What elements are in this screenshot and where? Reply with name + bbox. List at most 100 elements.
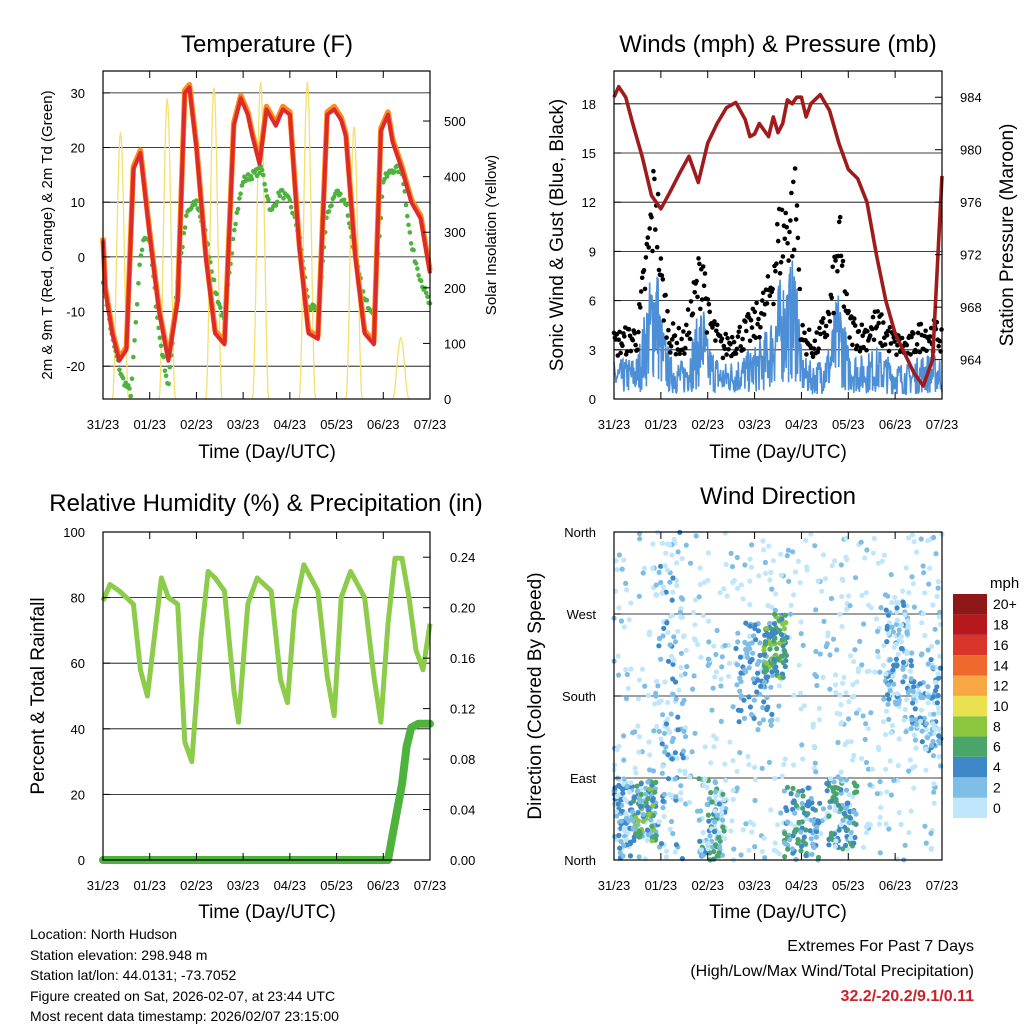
gust-point [852, 316, 857, 321]
dewpoint-point [161, 354, 166, 360]
direction-point [814, 824, 820, 830]
direction-point [931, 781, 937, 787]
direction-point [883, 607, 889, 613]
direction-point [833, 838, 839, 844]
direction-point [766, 759, 773, 766]
gust-point [777, 271, 783, 276]
direction-point [875, 648, 881, 655]
gust-point [712, 319, 717, 324]
direction-point [681, 633, 687, 639]
direction-point [881, 552, 888, 558]
direction-point [936, 710, 942, 716]
direction-point [661, 791, 667, 798]
direction-point [692, 730, 698, 736]
direction-point [803, 852, 809, 859]
direction-point [716, 835, 722, 841]
direction-point [653, 779, 659, 786]
x-tick-label: 06/23 [367, 417, 400, 432]
direction-point [843, 777, 850, 783]
direction-point [680, 596, 686, 602]
x-tick-label: 05/23 [320, 878, 353, 893]
gust-point [771, 301, 776, 307]
direction-point [637, 798, 643, 805]
direction-point [722, 642, 728, 649]
direction-point [704, 784, 710, 790]
direction-point [702, 776, 708, 782]
gust-point [684, 322, 689, 328]
gust-point [859, 322, 865, 328]
direction-point [640, 818, 646, 824]
extremes-values: 32.2/-20.2/9.1/0.11 [840, 988, 974, 1005]
gust-point [887, 325, 893, 330]
gust-point [741, 347, 746, 352]
direction-point [653, 690, 659, 697]
gust-point [760, 298, 765, 303]
gust-point [824, 333, 830, 338]
direction-point [835, 739, 841, 746]
direction-point [670, 691, 676, 697]
colorbar-label: 4 [993, 759, 1001, 775]
direction-point [689, 749, 695, 755]
direction-point [798, 829, 804, 835]
direction-point [884, 623, 890, 630]
direction-point [863, 824, 870, 830]
direction-point [662, 563, 668, 569]
direction-point [878, 805, 884, 811]
colorbar-swatch [953, 797, 987, 818]
station-location: Location: North Hudson [30, 926, 178, 942]
gust-point [915, 330, 921, 336]
direction-point [702, 744, 708, 750]
direction-point [843, 787, 850, 793]
direction-point [743, 646, 749, 653]
dewpoint-point [232, 227, 237, 233]
direction-point [827, 804, 833, 811]
direction-point [841, 810, 847, 817]
direction-point [628, 600, 634, 606]
direction-point [670, 589, 676, 595]
dewpoint-point [344, 202, 350, 208]
direction-point [644, 803, 650, 810]
gust-point [757, 334, 762, 340]
direction-point [705, 840, 711, 847]
direction-point [775, 656, 781, 662]
direction-point [746, 762, 752, 768]
gust-point [682, 351, 687, 356]
direction-point [706, 639, 712, 645]
direction-point [815, 854, 822, 861]
direction-point [769, 586, 775, 592]
gust-point [697, 261, 702, 267]
gust-point [670, 321, 676, 326]
y-tick-label: North [564, 853, 596, 868]
temperature-solar-series [111, 82, 410, 400]
gust-point [688, 299, 694, 304]
direction-point [676, 687, 682, 693]
direction-point [672, 776, 679, 782]
direction-point [631, 795, 638, 801]
y-tick-label: -20 [66, 359, 85, 374]
dewpoint-point [392, 169, 397, 174]
direction-point [687, 560, 694, 566]
gust-point [791, 179, 796, 185]
direction-point [768, 684, 774, 690]
direction-point [851, 820, 857, 826]
direction-point [885, 682, 892, 688]
direction-point [654, 723, 660, 730]
direction-point [704, 801, 710, 808]
gust-point [638, 305, 643, 310]
direction-point [719, 654, 725, 660]
dewpoint-point [249, 176, 255, 182]
temperature-xlabel: Time (Day/UTC) [198, 442, 336, 463]
direction-point [680, 748, 687, 754]
direction-point [767, 621, 773, 627]
direction-point [930, 721, 936, 727]
dewpoint-point [131, 354, 136, 360]
direction-point [908, 808, 914, 814]
direction-point [923, 840, 929, 846]
direction-point [651, 834, 657, 840]
direction-point [707, 850, 713, 856]
gust-point [788, 218, 793, 223]
direction-point [697, 838, 703, 844]
gust-point [837, 214, 843, 220]
direction-point [658, 736, 664, 742]
direction-point [821, 618, 827, 625]
